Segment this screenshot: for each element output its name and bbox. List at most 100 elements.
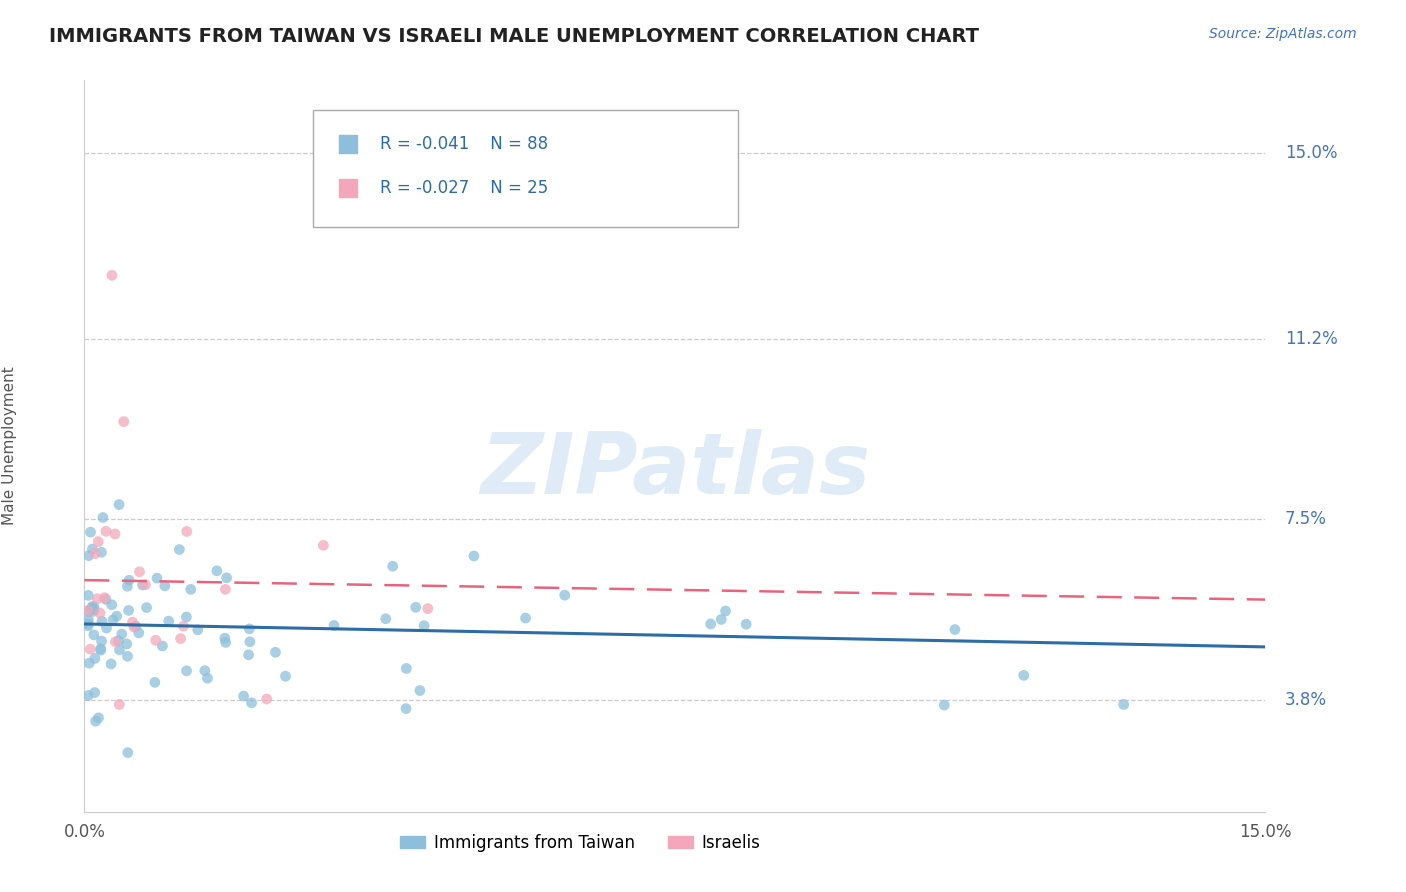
- Point: [104, 527, 127, 541]
- Point: [91, 615, 114, 629]
- Point: [238, 648, 260, 662]
- Point: [112, 415, 135, 429]
- Point: [264, 645, 287, 659]
- Point: [87, 534, 110, 549]
- Point: [101, 613, 124, 627]
- Point: [205, 564, 228, 578]
- Point: [100, 598, 122, 612]
- Point: [107, 633, 129, 648]
- Point: [134, 578, 156, 592]
- Point: [77, 656, 100, 670]
- Point: [240, 696, 263, 710]
- Point: [111, 627, 134, 641]
- Point: [169, 632, 191, 646]
- Point: [714, 604, 737, 618]
- Point: [176, 610, 198, 624]
- Point: [91, 510, 114, 524]
- Point: [176, 524, 198, 539]
- Point: [105, 609, 128, 624]
- Point: [1112, 698, 1135, 712]
- Point: [117, 649, 139, 664]
- Point: [135, 600, 157, 615]
- Point: [90, 643, 112, 657]
- Point: [143, 675, 166, 690]
- Text: 11.2%: 11.2%: [1285, 330, 1339, 348]
- Point: [128, 565, 150, 579]
- Point: [117, 579, 139, 593]
- Point: [152, 639, 174, 653]
- Point: [83, 628, 105, 642]
- Point: [312, 538, 335, 552]
- Point: [89, 606, 111, 620]
- Point: [100, 657, 122, 671]
- Point: [214, 631, 236, 645]
- Point: [87, 711, 110, 725]
- Point: [104, 635, 127, 649]
- Point: [82, 604, 104, 618]
- Point: [108, 498, 131, 512]
- Point: [96, 621, 118, 635]
- Point: [115, 637, 138, 651]
- Point: [77, 549, 100, 563]
- Text: 3.8%: 3.8%: [1285, 690, 1327, 708]
- Point: [274, 669, 297, 683]
- Point: [90, 634, 112, 648]
- Point: [128, 626, 150, 640]
- Point: [124, 619, 146, 633]
- Point: [180, 582, 202, 597]
- Point: [215, 635, 238, 649]
- Point: [101, 268, 124, 283]
- Point: [90, 641, 112, 656]
- Point: [515, 611, 537, 625]
- Text: IMMIGRANTS FROM TAIWAN VS ISRAELI MALE UNEMPLOYMENT CORRELATION CHART: IMMIGRANTS FROM TAIWAN VS ISRAELI MALE U…: [49, 27, 979, 45]
- Point: [93, 591, 115, 605]
- Point: [153, 579, 176, 593]
- Point: [121, 615, 143, 630]
- Point: [194, 664, 217, 678]
- Point: [374, 612, 396, 626]
- Point: [256, 692, 278, 706]
- Point: [84, 547, 107, 561]
- Point: [232, 689, 254, 703]
- Point: [80, 601, 103, 615]
- Point: [82, 599, 104, 614]
- Legend: Immigrants from Taiwan, Israelis: Immigrants from Taiwan, Israelis: [394, 827, 768, 858]
- Point: [1012, 668, 1035, 682]
- Point: [214, 582, 236, 597]
- Point: [122, 620, 145, 634]
- Point: [117, 603, 139, 617]
- Point: [108, 698, 131, 712]
- Point: [215, 571, 238, 585]
- Point: [90, 545, 112, 559]
- Point: [94, 524, 117, 539]
- Point: [77, 619, 100, 633]
- Point: [395, 701, 418, 715]
- Point: [323, 618, 346, 632]
- Point: [405, 600, 427, 615]
- Point: [157, 614, 180, 628]
- Point: [554, 588, 576, 602]
- Point: [238, 622, 260, 636]
- Point: [117, 746, 139, 760]
- Point: [463, 549, 485, 563]
- Point: [145, 633, 167, 648]
- Point: [934, 698, 956, 712]
- Point: [79, 525, 101, 540]
- Point: [108, 643, 131, 657]
- Point: [79, 642, 101, 657]
- Point: [735, 617, 758, 632]
- Point: [197, 671, 219, 685]
- Text: R = -0.041    N = 88: R = -0.041 N = 88: [380, 135, 548, 153]
- Point: [699, 616, 721, 631]
- Point: [83, 651, 105, 665]
- Point: [77, 605, 100, 619]
- Text: ZIPatlas: ZIPatlas: [479, 429, 870, 512]
- Point: [176, 664, 198, 678]
- Point: [381, 559, 404, 574]
- Point: [77, 689, 100, 703]
- Point: [710, 612, 733, 626]
- Point: [83, 685, 105, 699]
- Point: [131, 578, 153, 592]
- Point: [943, 623, 966, 637]
- FancyBboxPatch shape: [312, 110, 738, 227]
